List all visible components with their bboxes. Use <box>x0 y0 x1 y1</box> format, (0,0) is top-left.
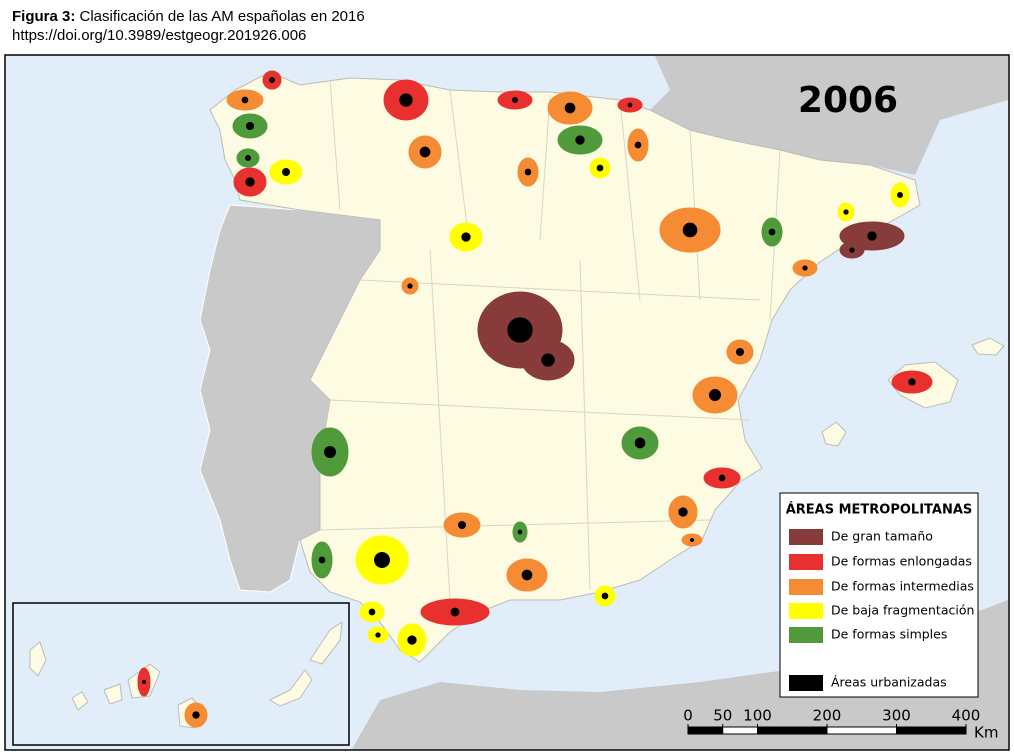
urban-area <box>897 192 903 198</box>
scale-segment <box>896 726 967 735</box>
urban-area <box>736 348 744 356</box>
scale-tick-label: 400 <box>952 707 981 725</box>
urban-area <box>718 474 726 482</box>
urban-area <box>601 592 609 600</box>
urban-area <box>867 231 877 241</box>
urban-area <box>634 437 646 449</box>
urban-area <box>678 507 688 517</box>
scale-segment <box>722 726 758 735</box>
ibiza <box>821 421 847 447</box>
legend-label: De formas simples <box>831 627 947 642</box>
legend-label: De baja fragmentación <box>831 603 974 618</box>
legend-label: De formas enlongadas <box>831 554 972 569</box>
france <box>640 56 1008 175</box>
legend-swatch <box>789 675 823 691</box>
year-label: 2006 <box>798 80 898 121</box>
urban-area <box>908 378 916 386</box>
urban-area <box>843 209 849 215</box>
scale-unit: Km <box>974 724 998 742</box>
scale-segment <box>687 726 724 735</box>
urban-area <box>709 389 721 401</box>
urban-area <box>399 93 413 107</box>
urban-area <box>407 635 417 645</box>
urban-area <box>245 177 255 187</box>
figure-title: Clasificación de las AM españolas en 201… <box>79 8 365 25</box>
urban-area <box>575 135 585 145</box>
urban-area <box>419 146 431 158</box>
scale-segment <box>826 726 897 735</box>
urban-area <box>682 222 698 238</box>
figure-label: Figura 3: <box>12 8 76 25</box>
urban-area <box>324 446 336 458</box>
urban-area <box>458 521 466 529</box>
scale-segment <box>757 726 828 735</box>
urban-area <box>375 632 381 638</box>
urban-area <box>541 353 555 367</box>
urban-area <box>461 232 471 242</box>
urban-area <box>690 538 694 542</box>
caption: Figura 3: Clasificación de las AM españo… <box>12 7 365 45</box>
urban-area <box>849 247 855 253</box>
urban-area <box>512 97 518 103</box>
urban-area <box>524 168 532 176</box>
legend-swatch <box>789 603 823 619</box>
urban-area <box>374 552 390 568</box>
urban-area <box>627 102 633 108</box>
scale-tick-label: 50 <box>713 707 732 725</box>
legend-swatch <box>789 627 823 643</box>
scale-tick-label: 300 <box>882 707 911 725</box>
legend-swatch <box>789 554 823 570</box>
urban-area <box>269 77 275 83</box>
metro-areas <box>137 70 933 728</box>
urban-area <box>521 569 533 581</box>
urban-area <box>246 122 254 130</box>
africa <box>352 600 1008 749</box>
scale-tick-label: 200 <box>813 707 842 725</box>
doi: https://doi.org/10.3989/estgeogr.201926.… <box>12 27 307 44</box>
urban-area <box>596 164 604 172</box>
scale-tick-label: 0 <box>683 707 693 725</box>
urban-area <box>634 141 642 149</box>
urban-area <box>407 283 413 289</box>
legend-label: De gran tamaño <box>831 529 933 544</box>
urban-area <box>192 711 200 719</box>
urban-area <box>282 168 290 176</box>
urban-area <box>802 265 808 271</box>
urban-area <box>564 102 576 114</box>
legend-label: Áreas urbanizadas <box>831 675 947 690</box>
menorca <box>971 337 1005 356</box>
legend-swatch <box>789 529 823 545</box>
urban-area <box>241 96 249 104</box>
legend-label: De formas intermedias <box>831 579 974 594</box>
legend-title: ÁREAS METROPOLITANAS <box>786 502 973 518</box>
urban-area <box>318 556 326 564</box>
urban-area <box>245 155 251 161</box>
urban-area <box>517 529 523 535</box>
scale-tick-label: 100 <box>743 707 772 725</box>
urban-area <box>768 228 776 236</box>
urban-area <box>450 607 460 617</box>
urban-area <box>507 317 533 343</box>
legend: De gran tamaño De formas enlongadas De for… <box>789 529 974 691</box>
urban-area <box>368 608 376 616</box>
legend-swatch <box>789 579 823 595</box>
urban-area <box>142 680 146 684</box>
